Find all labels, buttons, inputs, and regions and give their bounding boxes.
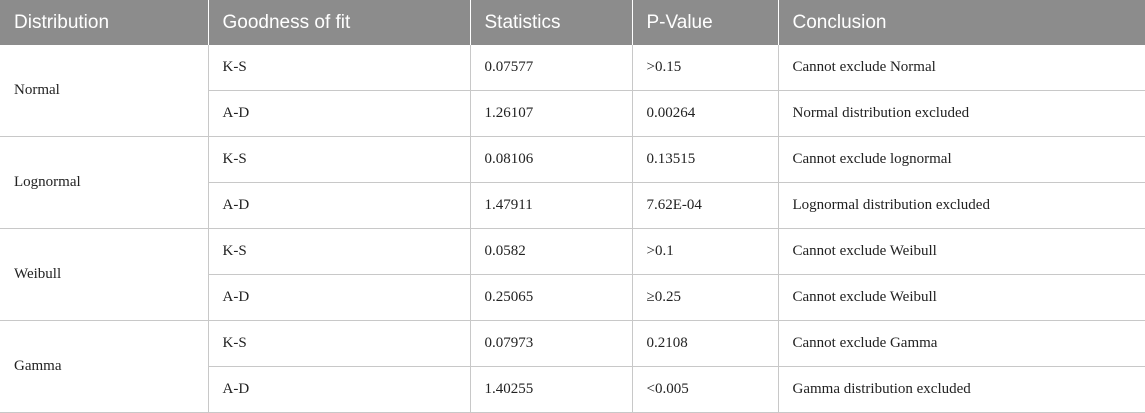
table-row: A-D 1.26107 0.00264 Normal distribution …	[0, 90, 1145, 137]
table-body: Normal K-S 0.07577 >0.15 Cannot exclude …	[0, 45, 1145, 413]
fit-cell: K-S	[207, 320, 470, 367]
conclusion-cell: Lognormal distribution excluded	[777, 182, 1145, 229]
header-p-value: P-Value	[631, 0, 778, 45]
conclusion-cell: Cannot exclude Normal	[777, 45, 1145, 91]
statistic-cell: 1.26107	[469, 90, 632, 137]
fit-cell: A-D	[207, 274, 470, 321]
fit-cell: K-S	[207, 228, 470, 275]
header-distribution: Distribution	[0, 0, 208, 45]
statistic-cell: 0.08106	[469, 136, 632, 183]
p-value-cell: 0.13515	[631, 136, 778, 183]
distribution-cell: Gamma	[0, 320, 208, 413]
fit-cell: A-D	[207, 90, 470, 137]
p-value-cell: ≥0.25	[631, 274, 778, 321]
fit-cell: K-S	[207, 136, 470, 183]
p-value-cell: >0.15	[631, 45, 778, 91]
table-header: Distribution Goodness of fit Statistics …	[0, 0, 1145, 45]
conclusion-cell: Cannot exclude Gamma	[777, 320, 1145, 367]
conclusion-cell: Cannot exclude lognormal	[777, 136, 1145, 183]
p-value-cell: 0.2108	[631, 320, 778, 367]
p-value-cell: >0.1	[631, 228, 778, 275]
p-value-cell: <0.005	[631, 366, 778, 413]
fit-cell: A-D	[207, 182, 470, 229]
conclusion-cell: Cannot exclude Weibull	[777, 228, 1145, 275]
statistic-cell: 0.25065	[469, 274, 632, 321]
fit-cell: K-S	[207, 45, 470, 91]
header-row: Distribution Goodness of fit Statistics …	[0, 0, 1145, 45]
table-row: Gamma K-S 0.07973 0.2108 Cannot exclude …	[0, 320, 1145, 413]
conclusion-cell: Gamma distribution excluded	[777, 366, 1145, 413]
table-row: Lognormal K-S 0.08106 0.13515 Cannot exc…	[0, 136, 1145, 229]
header-statistics: Statistics	[469, 0, 632, 45]
statistic-cell: 0.07973	[469, 320, 632, 367]
statistic-cell: 0.07577	[469, 45, 632, 91]
p-value-cell: 7.62E-04	[631, 182, 778, 229]
statistic-cell: 1.40255	[469, 366, 632, 413]
header-conclusion: Conclusion	[777, 0, 1145, 45]
p-value-cell: 0.00264	[631, 90, 778, 137]
header-goodness-of-fit: Goodness of fit	[207, 0, 470, 45]
table-row: A-D 0.25065 ≥0.25 Cannot exclude Weibull	[0, 274, 1145, 321]
table-row: Weibull K-S 0.0582 >0.1 Cannot exclude W…	[0, 228, 1145, 321]
conclusion-cell: Normal distribution excluded	[777, 90, 1145, 137]
statistic-cell: 1.47911	[469, 182, 632, 229]
distribution-cell: Lognormal	[0, 136, 208, 229]
distribution-cell: Weibull	[0, 228, 208, 321]
conclusion-cell: Cannot exclude Weibull	[777, 274, 1145, 321]
table-row: A-D 1.40255 <0.005 Gamma distribution ex…	[0, 366, 1145, 413]
fit-cell: A-D	[207, 366, 470, 413]
statistic-cell: 0.0582	[469, 228, 632, 275]
table-row: A-D 1.47911 7.62E-04 Lognormal distribut…	[0, 182, 1145, 229]
table-row: Normal K-S 0.07577 >0.15 Cannot exclude …	[0, 45, 1145, 137]
distribution-cell: Normal	[0, 45, 208, 137]
